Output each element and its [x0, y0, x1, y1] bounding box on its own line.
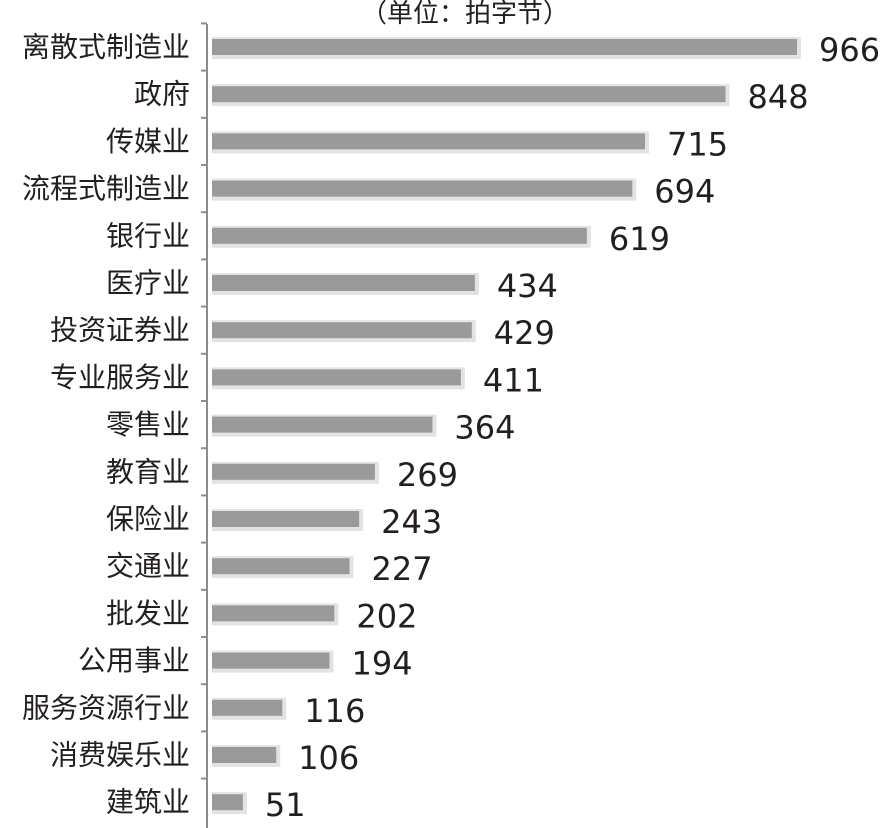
value-label: 202 [356, 597, 417, 635]
bar [212, 227, 587, 244]
category-label: 流程式制造业 [22, 172, 190, 205]
value-label: 243 [381, 503, 442, 541]
category-label: 医疗业 [106, 267, 190, 300]
category-label: 批发业 [106, 597, 190, 630]
value-label: 51 [265, 786, 306, 824]
bars-layer [212, 37, 801, 815]
value-label: 848 [748, 78, 809, 116]
value-label: 694 [654, 173, 715, 211]
category-label: 专业服务业 [50, 361, 190, 394]
value-label: 715 [667, 125, 728, 163]
value-label: 227 [371, 550, 432, 588]
bar [212, 747, 277, 763]
value-label: 429 [494, 314, 555, 352]
value-label: 194 [351, 645, 412, 683]
bar [212, 86, 726, 103]
bar [212, 133, 645, 150]
value-label: 364 [454, 409, 515, 447]
category-label: 交通业 [106, 550, 190, 583]
bar [212, 699, 283, 716]
bar [212, 511, 360, 527]
value-label: 411 [483, 361, 544, 399]
bar [212, 416, 433, 433]
value-label: 106 [298, 739, 359, 777]
bar [212, 369, 461, 386]
category-label: 公用事业 [78, 644, 190, 677]
value-label: 434 [497, 267, 558, 305]
category-label: 政府 [134, 78, 190, 111]
category-label: 消费娱乐业 [50, 739, 190, 772]
bar [212, 558, 350, 575]
value-label: 966 [819, 31, 880, 69]
category-label: 保险业 [106, 503, 190, 536]
value-label: 116 [304, 692, 365, 730]
bar [212, 463, 375, 480]
bar [212, 652, 330, 669]
category-label: 传媒业 [106, 125, 190, 158]
category-label: 教育业 [106, 455, 190, 488]
value-label: 619 [609, 220, 670, 258]
category-label: 投资证券业 [50, 314, 190, 347]
bar [212, 794, 243, 811]
bar [212, 39, 797, 55]
category-label: 建筑业 [106, 786, 190, 819]
value-label: 269 [397, 456, 458, 494]
bar [212, 180, 633, 197]
bar [212, 605, 335, 622]
category-label: 银行业 [106, 219, 190, 252]
bar [212, 275, 475, 291]
category-label: 零售业 [106, 408, 190, 441]
category-label: 服务资源行业 [22, 691, 190, 724]
category-label: 离散式制造业 [22, 31, 190, 64]
labels-layer: 离散式制造业 966 政府 848 传媒业 715 流程式制造业 694 银行业 619 医疗业 43… [22, 31, 880, 825]
bar [212, 322, 472, 339]
unit-label: （单位：拍字节） [361, 0, 569, 29]
axis-layer [201, 22, 208, 828]
